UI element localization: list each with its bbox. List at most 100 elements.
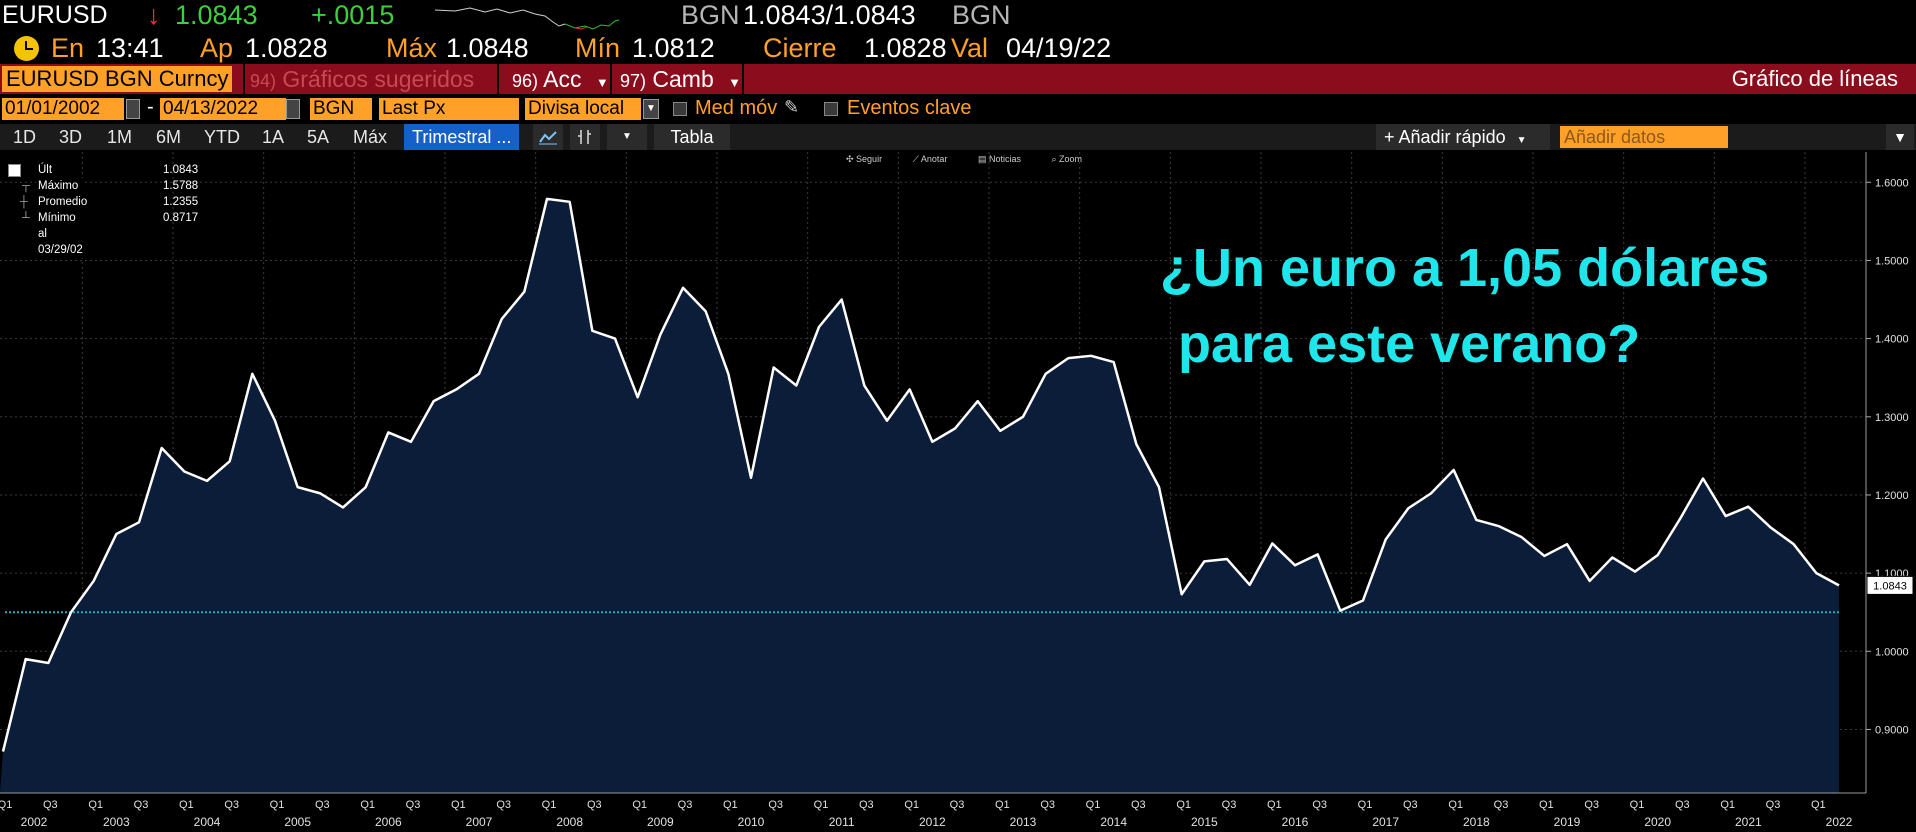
chart-type-label: Gráfico de líneas <box>1731 66 1898 91</box>
dropdown-arrow-icon[interactable]: ▼ <box>643 99 659 119</box>
x-quarter-label: Q1 <box>1086 799 1101 811</box>
period-1a[interactable]: 1A <box>262 127 285 147</box>
period-max[interactable]: Máx <box>353 127 388 147</box>
period-ytd[interactable]: YTD <box>204 127 240 147</box>
end-date-field[interactable]: 04/13/2022 <box>160 98 286 120</box>
x-quarter-label: Q1 <box>0 799 12 811</box>
x-quarter-label: Q3 <box>134 799 149 811</box>
x-quarter-label: Q3 <box>1040 799 1055 811</box>
ticker[interactable]: EURUSD <box>2 1 108 29</box>
price-field[interactable]: Last Px <box>379 98 519 120</box>
x-year-label: 2007 <box>466 815 493 827</box>
chevron-down-icon: ▼ <box>728 75 742 90</box>
chevron-down-icon[interactable]: ▼ <box>607 124 647 150</box>
x-quarter-label: Q3 <box>950 799 965 811</box>
key-events-checkbox[interactable] <box>824 102 838 116</box>
close-label: Cierre <box>763 33 837 63</box>
moving-average-checkbox[interactable] <box>673 102 687 116</box>
y-tick-label: 1.2000 <box>1875 490 1909 502</box>
y-tick-label: 1.6000 <box>1875 177 1909 189</box>
quote-stats: En 13:41 Ap 1.0828 Máx 1.0848 Mín 1.0812… <box>0 32 1916 64</box>
x-year-label: 2022 <box>1826 815 1853 827</box>
legend-label: Mínimo al 03/29/02 <box>36 210 85 258</box>
bid-ask: 1.0843/1.0843 <box>743 0 916 30</box>
quick-add-button[interactable]: + Añadir rápido ▼ <box>1376 124 1550 150</box>
chevron-down-icon: ▼ <box>1516 135 1527 146</box>
candlestick-icon[interactable] <box>570 124 600 150</box>
last-value-tag <box>1866 575 1914 595</box>
period-3d[interactable]: 3D <box>59 127 83 147</box>
change-number: 97) <box>620 71 647 91</box>
x-year-label: 2012 <box>919 815 946 827</box>
y-tick-label: 1.3000 <box>1875 412 1909 424</box>
actions-menu-button[interactable]: 96) Acc ▼ <box>512 64 609 94</box>
security-field[interactable]: EURUSD BGN Curncy <box>2 66 233 92</box>
x-year-label: 2010 <box>738 815 765 827</box>
change-menu-button[interactable]: 97) Camb ▼ <box>620 64 741 94</box>
x-year-label: 2013 <box>1010 815 1037 827</box>
suggested-charts-button[interactable]: 94) Gráficos sugeridos <box>250 64 474 94</box>
calendar-icon[interactable] <box>286 99 300 119</box>
x-quarter-label: Q1 <box>542 799 557 811</box>
actions-number: 96) <box>512 71 539 91</box>
headline-line-1: ¿Un euro a 1,05 dólares <box>1160 238 1770 298</box>
zoom-tool[interactable]: ⌕ Zoom <box>1051 154 1083 164</box>
price-line <box>1 197 1840 752</box>
period-quarterly[interactable]: Trimestral ... <box>404 124 520 150</box>
x-quarter-label: Q3 <box>768 799 783 811</box>
calendar-icon[interactable] <box>126 99 140 119</box>
x-year-label: 2018 <box>1463 815 1490 827</box>
x-quarter-label: Q1 <box>360 799 375 811</box>
pencil-icon[interactable]: ✎ <box>784 97 800 117</box>
currency-select[interactable]: Divisa local <box>525 98 641 120</box>
period-5a[interactable]: 5A <box>307 127 330 147</box>
x-quarter-label: Q3 <box>1222 799 1237 811</box>
status-prefix: En <box>51 33 85 63</box>
key-events-label: Eventos clave <box>847 97 972 119</box>
options-dropdown-icon[interactable]: ▼ <box>1886 124 1914 150</box>
annotate-tool[interactable]: ⟋ Anotar <box>912 154 948 164</box>
x-quarter-label: Q1 <box>1267 799 1282 811</box>
chart-tools: ✣ Seguir ⟋ Anotar ▤ Noticias ⌕ Zoom <box>846 152 1110 166</box>
x-quarter-label: Q3 <box>496 799 511 811</box>
follow-tool[interactable]: ✣ Seguir <box>846 154 883 164</box>
moving-average-label: Med móv <box>695 97 778 119</box>
period-1m[interactable]: 1M <box>107 127 133 147</box>
line-chart-icon[interactable] <box>533 124 563 150</box>
y-tick-label: 0.9000 <box>1875 724 1909 736</box>
x-quarter-label: Q1 <box>1176 799 1191 811</box>
low-label: Mín <box>575 33 621 63</box>
x-quarter-label: Q3 <box>1494 799 1509 811</box>
x-quarter-label: Q1 <box>904 799 919 811</box>
x-quarter-label: Q3 <box>43 799 58 811</box>
price-change: +.0015 <box>311 0 395 30</box>
x-year-label: 2020 <box>1644 815 1671 827</box>
chart-area: 0.9000 1.0000 1.1000 1.2000 1.3000 1.4000 1.50… <box>0 152 1916 829</box>
chevron-down-icon: ▼ <box>595 75 609 90</box>
x-quarter-label: Q3 <box>1675 799 1690 811</box>
x-quarter-label: Q1 <box>88 799 103 811</box>
x-quarter-label: Q3 <box>587 799 602 811</box>
eurusd-area-chart: 0.90001.00001.10001.20001.30001.40001.50… <box>0 152 1914 829</box>
start-date-field[interactable]: 01/01/2002 <box>2 98 124 120</box>
source-field[interactable]: BGN <box>310 98 372 120</box>
news-tool[interactable]: ▤ Noticias <box>977 154 1021 164</box>
x-quarter-label: Q1 <box>179 799 194 811</box>
table-button[interactable]: Tabla <box>654 124 730 150</box>
legend-value: 1.0843 <box>163 164 199 176</box>
period-6m[interactable]: 6M <box>156 127 182 147</box>
add-data-input[interactable]: Añadir datos <box>1560 126 1728 148</box>
function-toolbar: EURUSD BGN Curncy 94) Gráficos sugeridos… <box>0 64 1916 94</box>
x-year-label: 2014 <box>1100 815 1127 827</box>
period-1d[interactable]: 1D <box>13 127 37 147</box>
area-fill <box>0 198 1839 794</box>
average-marker-icon: ┼ <box>20 196 28 208</box>
low-value: 1.0812 <box>632 33 715 63</box>
high-label: Máx <box>386 33 438 63</box>
min-marker-icon: ┴ <box>22 212 30 224</box>
x-quarter-label: Q1 <box>270 799 285 811</box>
change-label: Camb <box>652 66 714 92</box>
x-year-label: 2016 <box>1282 815 1309 827</box>
intraday-sparkline <box>435 7 620 30</box>
x-quarter-label: Q1 <box>1720 799 1735 811</box>
